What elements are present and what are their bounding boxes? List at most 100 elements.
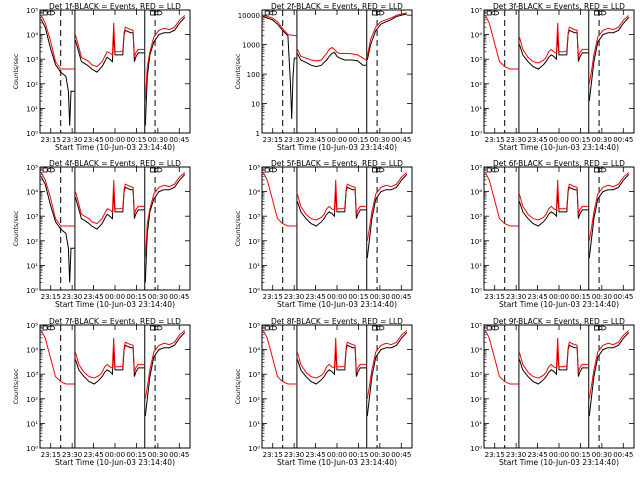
x-tick-label: 00:30 (592, 136, 612, 144)
y-tick-label: 1000 (242, 42, 260, 50)
y-tick-label: 10000 (238, 12, 260, 20)
chart-title: Det 1f-BLACK = Events, RED = LLD (49, 2, 181, 11)
x-tick-label: 00:15 (126, 293, 146, 301)
x-tick-label: 23:30 (506, 136, 526, 144)
x-tick-label: 00:15 (348, 293, 368, 301)
x-tick-label: 00:45 (613, 451, 633, 459)
series-line-lld (144, 172, 186, 259)
series-line-lld (296, 337, 367, 379)
x-tick-label: 00:30 (148, 451, 168, 459)
x-tick-label: 00:30 (370, 451, 390, 459)
series-line-events (366, 13, 407, 61)
x-tick-label: 00:00 (105, 136, 125, 144)
x-tick-label: 23:30 (506, 451, 526, 459)
series-line-lld (262, 330, 297, 385)
top-marker-box (372, 325, 377, 331)
y-tick-label: 10¹ (26, 105, 38, 113)
chart-panel-5: Det 5f-BLACK = Events, RED = LLD 10⁰ 10¹ 10… (234, 159, 413, 309)
y-tick-label: 100 (247, 71, 260, 79)
x-tick-label: 00:45 (391, 136, 411, 144)
x-tick-label: 23:45 (527, 293, 547, 301)
top-marker-box (42, 10, 48, 16)
x-tick-label: 23:45 (305, 136, 325, 144)
x-tick-label: 23:15 (263, 293, 283, 301)
top-marker-oval (376, 167, 385, 173)
series-line-lld (484, 15, 519, 70)
y-axis-label: Counts/sec (12, 53, 20, 89)
y-tick-label: 10¹ (470, 420, 482, 428)
top-marker-oval (376, 325, 385, 331)
x-tick-label: 00:00 (327, 136, 347, 144)
chart-title: Det 7f-BLACK = Events, RED = LLD (49, 317, 181, 326)
x-tick-label: 00:30 (370, 136, 390, 144)
series-line-events (588, 17, 630, 102)
top-marker-box (594, 10, 599, 16)
x-tick-label: 23:45 (83, 451, 103, 459)
series-line-lld (518, 337, 589, 379)
x-tick-label: 23:45 (83, 293, 103, 301)
x-axis-label: Start Time (10-Jun-03 23:14:40) (277, 458, 397, 467)
series-line-events (144, 332, 186, 417)
chart-title: Det 5f-BLACK = Events, RED = LLD (271, 159, 403, 168)
y-tick-label: 10² (470, 396, 482, 404)
y-tick-label: 10⁵ (26, 7, 38, 15)
y-axis-label: Counts/sec (234, 210, 242, 246)
series-line-lld (366, 12, 407, 57)
series-line-lld (74, 22, 145, 68)
x-axis-label: Start Time (10-Jun-03 23:14:40) (55, 143, 175, 152)
series-line-lld (40, 330, 75, 385)
plot-frame (483, 324, 635, 449)
chart-panel-2: Det 2f-BLACK = Events, RED = LLD 1 10 100 10… (234, 2, 413, 152)
top-marker-oval (491, 167, 500, 173)
series-line-lld (262, 172, 297, 227)
y-tick-label: 10¹ (26, 420, 38, 428)
y-tick-label: 10¹ (248, 420, 260, 428)
x-tick-label: 23:45 (83, 136, 103, 144)
series-line-lld (40, 172, 75, 227)
y-tick-label: 10⁰ (248, 287, 260, 295)
y-tick-label: 10³ (470, 213, 482, 221)
x-tick-label: 00:30 (148, 136, 168, 144)
chart-title: Det 9f-BLACK = Events, RED = LLD (493, 317, 625, 326)
chart-panel-3: Det 3f-BLACK = Events, RED = LLD 10⁰ 10¹ 10… (470, 2, 635, 152)
top-marker-box (264, 167, 270, 173)
x-tick-label: 23:30 (506, 293, 526, 301)
series-line-events (40, 19, 75, 126)
top-marker-box (42, 167, 48, 173)
chart-title: Det 3f-BLACK = Events, RED = LLD (493, 2, 625, 11)
y-tick-label: 10⁰ (470, 445, 482, 453)
x-tick-label: 00:45 (613, 136, 633, 144)
x-tick-label: 23:30 (284, 136, 304, 144)
y-tick-label: 10¹ (470, 262, 482, 270)
x-tick-label: 00:00 (549, 136, 569, 144)
x-axis-label: Start Time (10-Jun-03 23:14:40) (499, 143, 619, 152)
series-line-lld (366, 330, 408, 399)
chart-panel-1: Det 1f-BLACK = Events, RED = LLD 10⁰ 10¹ 10… (12, 2, 191, 152)
x-tick-label: 00:15 (126, 451, 146, 459)
y-tick-label: 10 (251, 101, 260, 109)
y-tick-label: 10³ (248, 213, 260, 221)
y-tick-label: 10² (470, 81, 482, 89)
y-tick-label: 10⁴ (248, 189, 260, 197)
series-line-lld (588, 172, 630, 241)
series-line-events (296, 51, 367, 68)
series-line-lld (588, 15, 630, 84)
top-marker-oval (598, 325, 607, 331)
y-tick-label: 10³ (26, 56, 38, 64)
series-line-lld (263, 14, 297, 37)
series-line-lld (144, 330, 186, 399)
top-marker-box (150, 167, 155, 173)
top-marker-oval (269, 325, 278, 331)
x-tick-label: 00:45 (613, 293, 633, 301)
x-tick-label: 23:45 (305, 293, 325, 301)
series-line-lld (588, 330, 630, 399)
x-tick-label: 00:00 (327, 293, 347, 301)
top-marker-oval (154, 325, 163, 331)
x-tick-label: 00:00 (549, 451, 569, 459)
y-tick-label: 10⁵ (248, 164, 260, 172)
x-tick-label: 23:30 (62, 293, 82, 301)
y-tick-label: 10⁴ (248, 347, 260, 355)
y-tick-label: 10¹ (26, 262, 38, 270)
series-line-lld (484, 172, 519, 227)
series-line-events (40, 176, 75, 283)
